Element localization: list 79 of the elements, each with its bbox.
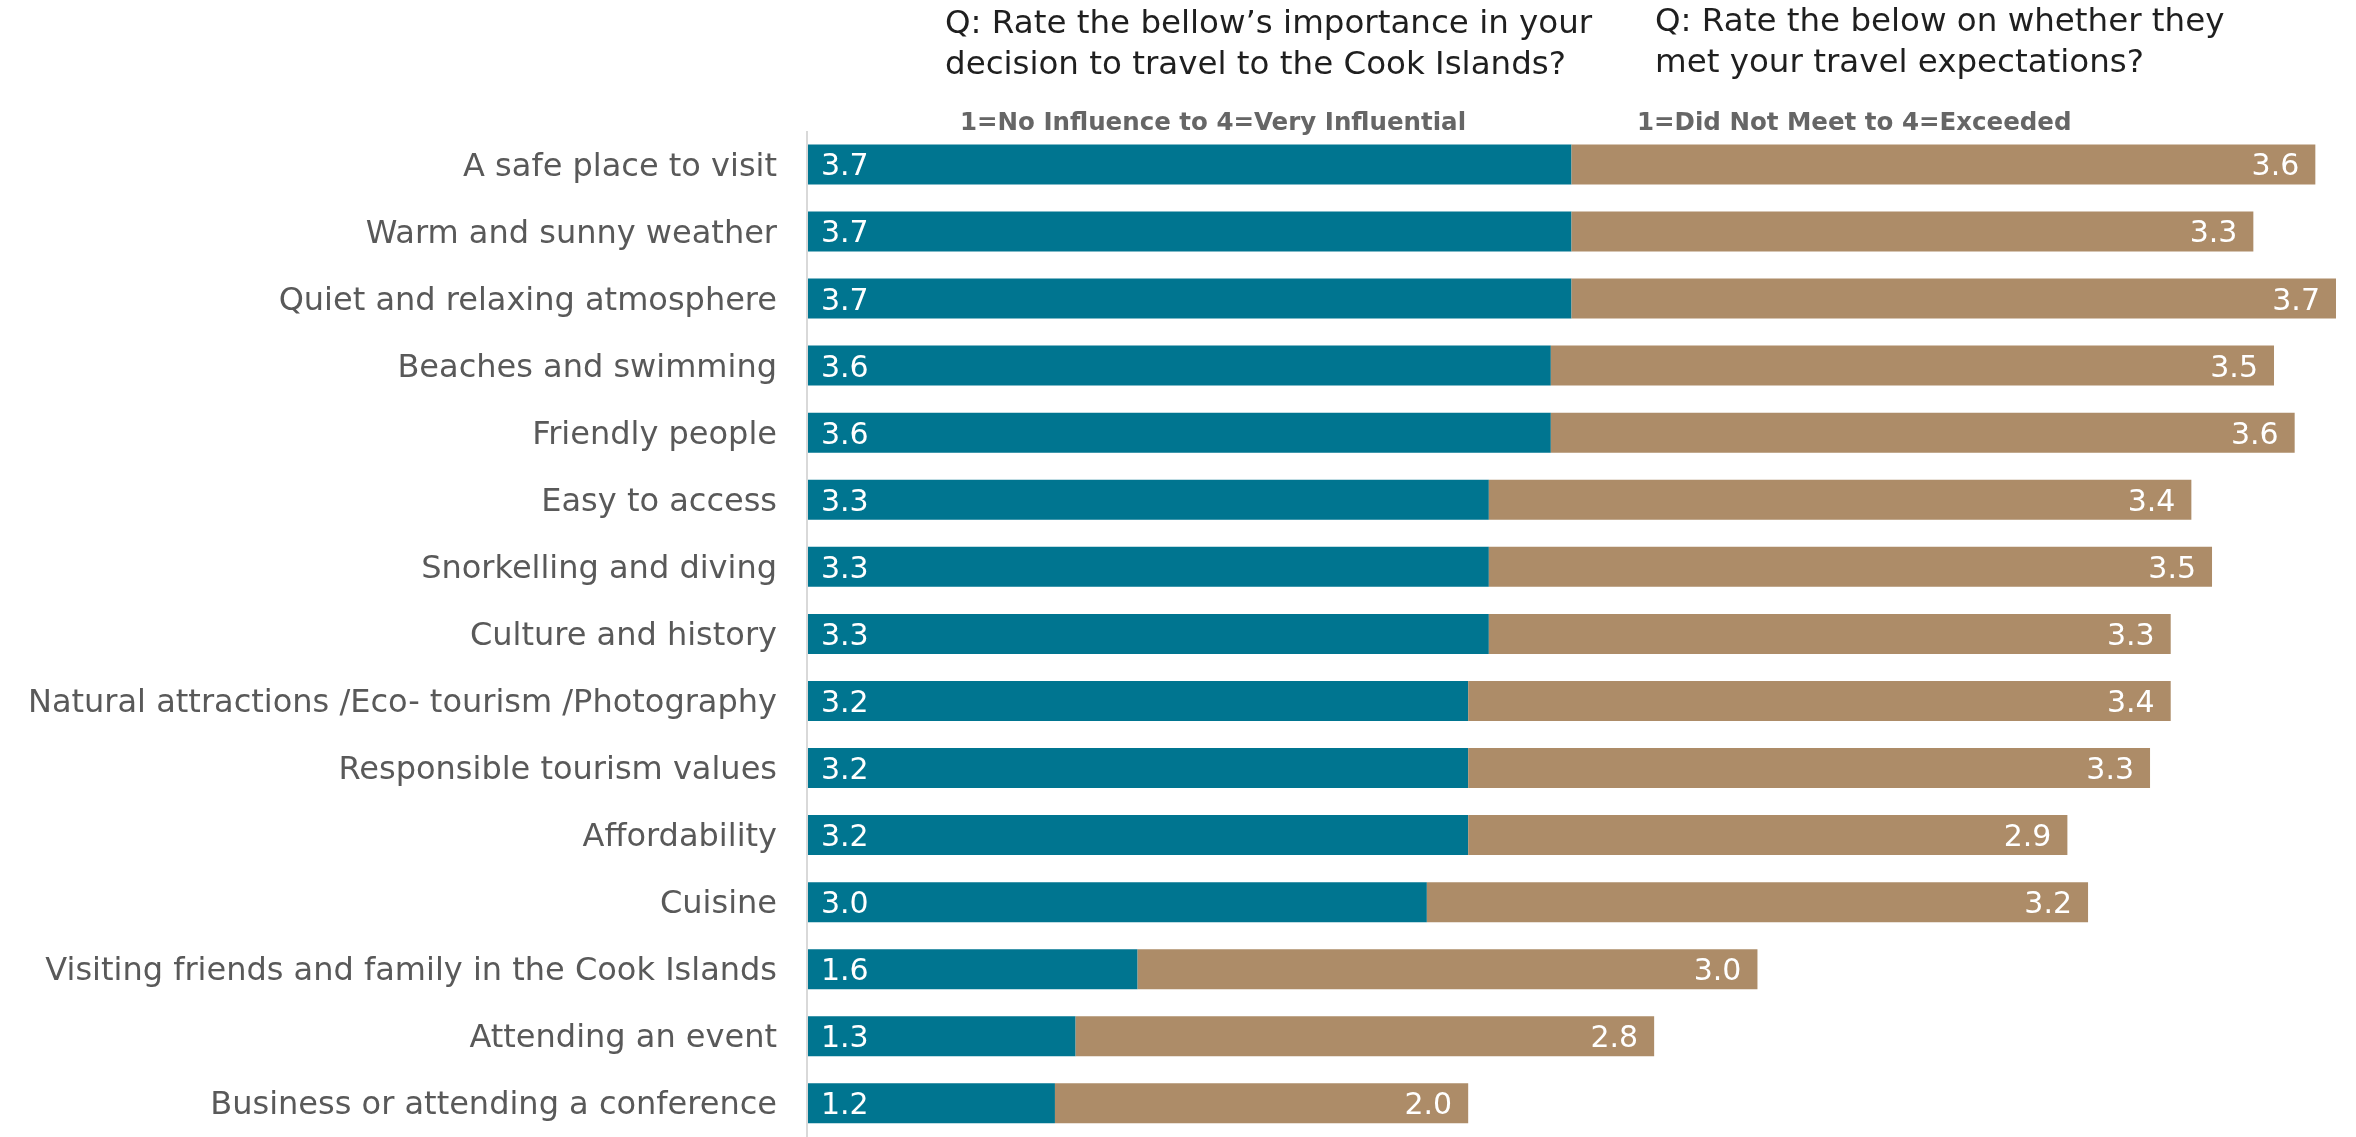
data-label: 3.7 <box>821 214 869 250</box>
data-label: 3.4 <box>2127 482 2176 518</box>
y-tick-label: Warm and sunny weather <box>365 212 778 251</box>
y-tick-label: Culture and history <box>469 615 777 653</box>
y-tick-label: Business or attending a conference <box>210 1084 777 1123</box>
bar <box>1468 815 2068 856</box>
bar <box>807 949 1138 990</box>
bar <box>1488 479 2192 520</box>
bar <box>807 613 1489 654</box>
bar <box>1550 345 2275 386</box>
data-label: 3.3 <box>821 549 869 585</box>
y-tick-label: Attending an event <box>469 1017 777 1056</box>
bar <box>1426 882 2089 923</box>
bar <box>1075 1016 1655 1057</box>
data-label: 3.7 <box>821 281 869 317</box>
data-label: 3.0 <box>821 885 869 921</box>
data-label: 3.7 <box>821 147 869 183</box>
data-label: 3.6 <box>821 348 869 384</box>
y-tick-label: Natural attractions /Eco- tourism /Photography <box>27 682 777 721</box>
bar <box>807 546 1489 587</box>
data-label: 3.2 <box>821 683 869 719</box>
bar <box>807 211 1572 252</box>
bar <box>807 1083 1055 1124</box>
y-tick-label: Visiting friends and family in the Cook Islands <box>45 950 777 989</box>
data-label: 3.3 <box>2189 214 2238 250</box>
data-label: 2.0 <box>1404 1086 1453 1122</box>
y-tick-label: Friendly people <box>532 413 777 452</box>
data-label: 3.5 <box>2210 348 2259 384</box>
data-label: 3.0 <box>1693 952 1742 988</box>
data-label: 3.2 <box>821 818 869 854</box>
bar <box>807 345 1551 386</box>
bar <box>1571 144 2316 185</box>
bar <box>807 144 1572 185</box>
data-label: 3.3 <box>821 616 869 652</box>
bar <box>807 882 1427 923</box>
y-tick-label: Cuisine <box>659 883 777 922</box>
data-label: 3.3 <box>2086 751 2135 787</box>
bar <box>1054 1083 1469 1124</box>
data-label: 2.9 <box>2003 818 2052 854</box>
bar <box>807 748 1469 789</box>
text: Q: Rate the below on whether they met your travel expectations? <box>1655 0 2226 82</box>
bar <box>1137 949 1758 990</box>
data-label: 1.3 <box>821 1019 869 1055</box>
data-label: 3.2 <box>821 751 869 787</box>
data-label: 3.6 <box>2230 415 2279 451</box>
y-tick-label: Quiet and relaxing atmosphere <box>278 279 777 318</box>
bar <box>1571 278 2336 319</box>
y-tick-label: Responsible tourism values <box>338 749 777 788</box>
bar <box>1571 211 2254 252</box>
y-tick-label: Affordability <box>582 816 777 855</box>
bar <box>1468 680 2171 721</box>
bar <box>807 680 1469 721</box>
bar <box>1488 613 2171 654</box>
annotation: 1=No Influence to 4=Very Influential <box>960 107 1468 137</box>
data-label: 3.3 <box>821 482 869 518</box>
data-label: 3.3 <box>2106 616 2155 652</box>
annotation: 1=Did Not Meet to 4=Exceeded <box>1637 107 2073 137</box>
y-tick-label: Snorkelling and diving <box>421 547 777 586</box>
data-label: 3.6 <box>2251 147 2300 183</box>
bar <box>807 412 1551 453</box>
bar <box>807 1016 1076 1057</box>
y-tick-label: A safe place to visit <box>463 145 777 184</box>
bar <box>1468 748 2151 789</box>
bar <box>807 479 1489 520</box>
y-tick-label: Easy to access <box>541 480 777 519</box>
data-label: 1.6 <box>821 952 869 988</box>
text: Q: Rate the bellow’s importance in your decision to travel to the Cook Islands? <box>945 2 1594 84</box>
bar <box>807 815 1469 856</box>
bar <box>807 278 1572 319</box>
data-label: 3.6 <box>821 415 869 451</box>
data-label: 3.4 <box>2106 683 2155 719</box>
data-label: 3.7 <box>2272 281 2320 317</box>
y-tick-label: Beaches and swimming <box>397 346 777 385</box>
data-label: 3.2 <box>2024 885 2073 921</box>
bar <box>1488 546 2213 587</box>
data-label: 2.8 <box>1590 1019 1639 1055</box>
data-label: 3.5 <box>2148 549 2197 585</box>
data-label: 1.2 <box>821 1086 869 1122</box>
bar <box>1550 412 2295 453</box>
